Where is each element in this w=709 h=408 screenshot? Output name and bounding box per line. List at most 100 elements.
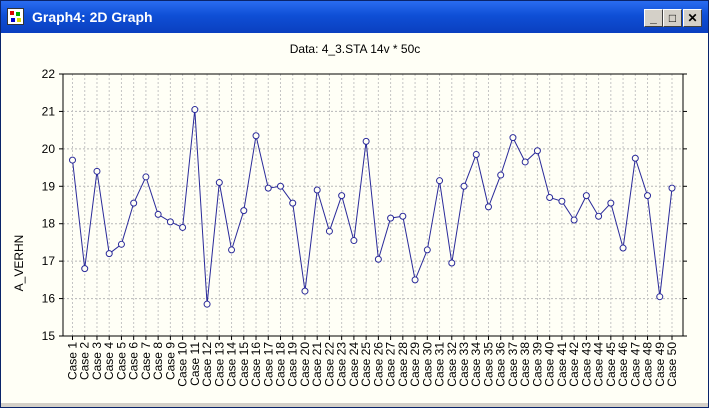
data-point — [166, 218, 174, 226]
x-tick-label: Case 27 — [384, 342, 398, 387]
x-tick-label: Case 9 — [163, 342, 177, 380]
line-chart: Data: 4_3.STA 14v * 50c A_VERHN 15 16 17 18… — [12, 42, 687, 387]
data-point — [619, 244, 627, 252]
series-line — [72, 109, 673, 305]
x-tick-label: Case 46 — [616, 342, 630, 387]
x-tick-label: Case 28 — [396, 342, 410, 387]
x-tick-label: Case 14 — [225, 342, 239, 387]
x-tick-label: Case 10 — [176, 342, 190, 387]
x-tick-label: Case 32 — [445, 342, 459, 387]
x-tick-label: Case 38 — [518, 342, 532, 387]
x-tick-label: Case 39 — [530, 342, 544, 387]
x-tick-label: Case 15 — [237, 342, 251, 387]
x-tick-label: Case 49 — [653, 342, 667, 387]
x-tick-label: Case 6 — [127, 342, 141, 380]
title-bar[interactable]: Graph4: 2D Graph _ □ ✕ — [1, 1, 708, 33]
x-tick-label: Case 45 — [604, 342, 618, 387]
graph-app-icon[interactable] — [7, 8, 24, 25]
x-tick-label: Case 34 — [469, 342, 483, 387]
data-point — [509, 134, 517, 142]
x-tick-label: Case 41 — [555, 342, 569, 387]
data-point — [546, 194, 554, 202]
data-point — [595, 212, 603, 220]
data-point — [264, 184, 272, 192]
data-point — [93, 167, 101, 175]
x-tick-label: Case 20 — [298, 342, 312, 387]
data-point — [484, 203, 492, 211]
x-tick-label: Case 43 — [579, 342, 593, 387]
x-tick-label: Case 22 — [322, 342, 336, 387]
x-tick-label: Case 37 — [506, 342, 520, 387]
data-point — [228, 246, 236, 254]
x-tick-label: Case 8 — [151, 342, 165, 380]
data-point — [289, 199, 297, 207]
x-tick-label: Case 12 — [200, 342, 214, 387]
y-axis-label: A_VERHN — [12, 235, 26, 292]
data-points — [69, 106, 676, 308]
x-tick-label: Case 30 — [420, 342, 434, 387]
x-tick-label: Case 11 — [188, 342, 202, 386]
x-tick-label: Case 13 — [212, 342, 226, 387]
x-tick-label: Case 5 — [114, 342, 128, 380]
x-tick-label: Case 26 — [371, 342, 385, 387]
x-tick-label: Case 16 — [249, 342, 263, 387]
data-point — [117, 240, 125, 248]
x-tick-label: Case 7 — [139, 342, 153, 380]
data-point — [240, 207, 248, 215]
x-tick-label: Case 4 — [102, 342, 116, 380]
maximize-icon: □ — [668, 11, 677, 25]
y-tick-label: 18 — [42, 217, 56, 231]
x-tick-label: Case 17 — [261, 342, 275, 387]
x-tick-label: Case 44 — [592, 342, 606, 387]
window-title: Graph4: 2D Graph — [32, 9, 153, 25]
data-point — [301, 287, 309, 295]
plot-frame — [62, 73, 684, 337]
data-point — [276, 182, 284, 190]
data-point — [668, 184, 676, 192]
y-tick-label: 19 — [42, 179, 56, 193]
data-point — [325, 227, 333, 235]
y-tick-label: 17 — [42, 254, 56, 268]
data-point — [497, 171, 505, 179]
data-point — [448, 259, 456, 267]
data-point — [656, 293, 664, 301]
x-tick-label: Case 48 — [641, 342, 655, 387]
x-tick-label: Case 24 — [347, 342, 361, 387]
x-tick-label: Case 23 — [335, 342, 349, 387]
data-point — [521, 158, 529, 166]
data-point — [203, 300, 211, 308]
x-tick-label: Case 42 — [567, 342, 581, 387]
x-tick-label: Case 2 — [78, 342, 92, 380]
data-point — [582, 192, 590, 200]
y-tick-label: 21 — [42, 104, 56, 118]
x-tick-label: Case 50 — [665, 342, 679, 387]
y-tick-label: 22 — [42, 67, 56, 81]
minimize-button[interactable]: _ — [644, 9, 663, 27]
grid — [63, 74, 683, 336]
data-point — [252, 132, 260, 140]
close-icon: ✕ — [687, 11, 698, 25]
data-point — [362, 137, 370, 145]
data-point — [313, 186, 321, 194]
x-tick-label: Case 21 — [310, 342, 324, 387]
x-tick-label: Case 35 — [481, 342, 495, 387]
data-point — [215, 179, 223, 187]
minimize-icon: _ — [650, 11, 657, 25]
data-point — [644, 192, 652, 200]
data-point — [338, 192, 346, 200]
x-tick-label: Case 18 — [273, 342, 287, 387]
data-point — [436, 177, 444, 185]
chart-area: Data: 4_3.STA 14v * 50c A_VERHN 15 16 17 18… — [1, 33, 708, 407]
close-button[interactable]: ✕ — [683, 9, 702, 27]
x-tick-label: Case 36 — [494, 342, 508, 387]
data-point — [105, 250, 113, 258]
data-point — [130, 199, 138, 207]
maximize-button[interactable]: □ — [663, 9, 682, 27]
data-point — [607, 199, 615, 207]
x-tick-label: Case 31 — [433, 342, 447, 387]
data-point — [374, 255, 382, 263]
x-tick-label: Case 3 — [90, 342, 104, 380]
data-point — [154, 210, 162, 218]
data-point — [350, 237, 358, 245]
